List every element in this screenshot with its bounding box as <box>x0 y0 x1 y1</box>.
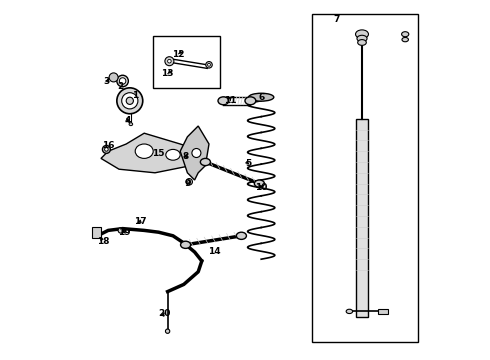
Ellipse shape <box>102 145 110 153</box>
Ellipse shape <box>186 179 193 185</box>
Text: 7: 7 <box>334 15 340 24</box>
Text: 3: 3 <box>103 77 110 86</box>
Text: 20: 20 <box>158 309 170 318</box>
Ellipse shape <box>218 97 229 105</box>
Ellipse shape <box>118 228 123 233</box>
Ellipse shape <box>248 93 274 101</box>
Text: 14: 14 <box>208 248 220 256</box>
Ellipse shape <box>200 158 210 166</box>
Ellipse shape <box>357 35 367 42</box>
Text: 10: 10 <box>255 183 268 192</box>
Text: 4: 4 <box>125 116 131 125</box>
Ellipse shape <box>166 149 180 160</box>
Ellipse shape <box>135 144 153 158</box>
Ellipse shape <box>236 232 246 239</box>
Ellipse shape <box>254 180 265 187</box>
Text: 16: 16 <box>102 141 115 150</box>
Ellipse shape <box>166 329 170 333</box>
Ellipse shape <box>122 93 138 109</box>
Ellipse shape <box>180 241 191 248</box>
Text: 6: 6 <box>258 93 264 102</box>
Text: 19: 19 <box>118 228 131 237</box>
Ellipse shape <box>126 97 133 104</box>
Text: 11: 11 <box>224 96 237 105</box>
Text: 12: 12 <box>172 50 185 59</box>
Ellipse shape <box>117 75 128 87</box>
Text: 15: 15 <box>152 149 165 158</box>
Ellipse shape <box>168 59 171 63</box>
Text: 8: 8 <box>182 152 189 161</box>
Ellipse shape <box>120 78 126 84</box>
Bar <box>92 227 101 238</box>
Text: 2: 2 <box>118 82 124 91</box>
Ellipse shape <box>358 40 367 45</box>
Text: 17: 17 <box>134 217 147 226</box>
Text: 13: 13 <box>161 69 174 78</box>
Ellipse shape <box>346 309 353 314</box>
Ellipse shape <box>356 30 368 39</box>
Ellipse shape <box>129 123 133 126</box>
Ellipse shape <box>165 57 174 66</box>
Text: 9: 9 <box>184 179 191 188</box>
Text: 18: 18 <box>97 237 109 246</box>
Ellipse shape <box>206 62 212 68</box>
Ellipse shape <box>245 97 256 105</box>
Ellipse shape <box>117 88 143 114</box>
Ellipse shape <box>208 63 210 66</box>
Ellipse shape <box>188 180 191 183</box>
Ellipse shape <box>402 37 409 42</box>
Polygon shape <box>180 126 209 180</box>
Bar <box>153 36 220 88</box>
Polygon shape <box>101 133 202 173</box>
Bar <box>312 14 418 342</box>
Ellipse shape <box>192 149 201 158</box>
Ellipse shape <box>109 73 118 82</box>
Bar <box>378 309 388 314</box>
Text: 1: 1 <box>132 91 138 100</box>
Ellipse shape <box>402 32 409 37</box>
Text: 5: 5 <box>245 159 252 168</box>
Bar <box>356 119 368 317</box>
Ellipse shape <box>104 148 108 151</box>
